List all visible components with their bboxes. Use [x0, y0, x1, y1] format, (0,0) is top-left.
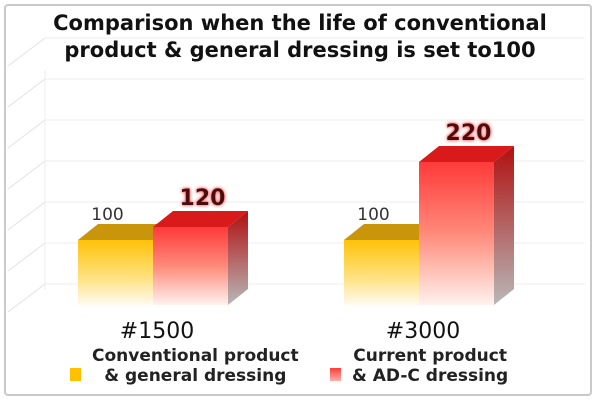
gridline-left: [7, 78, 46, 108]
legend-label-current-line-1: Current product: [353, 346, 507, 366]
bars-group: [78, 146, 514, 305]
data-label: 120: [180, 186, 226, 211]
legend-swatch-current: [330, 368, 341, 381]
data-label: 100: [91, 205, 123, 225]
bar-side: [494, 146, 514, 305]
bar: [344, 240, 419, 305]
legend-label-current: Current product & AD-C dressing: [352, 346, 508, 386]
legend-label-conventional-line-2: & general dressing: [104, 366, 287, 386]
bar-top: [344, 224, 439, 240]
labels-group: 100 120 #1500 100 220 #3000: [91, 121, 491, 344]
bar-side: [228, 211, 248, 305]
chart-title-line-1: Comparison when the life of conventional: [53, 11, 547, 35]
gridline-left: [7, 119, 46, 149]
bar-top: [78, 224, 173, 240]
chart-title: Comparison when the life of conventional…: [0, 10, 600, 64]
bar: [419, 162, 494, 305]
gridline-left: [7, 37, 46, 67]
legend-swatch-conventional: [70, 368, 81, 381]
gridline-left: [7, 242, 46, 272]
data-label: 100: [357, 205, 389, 225]
bar: [153, 227, 228, 305]
x-tick-label: #3000: [386, 319, 460, 344]
data-label: 220: [446, 121, 492, 146]
gridline-left: [7, 201, 46, 231]
legend-label-conventional-line-1: Conventional product: [92, 346, 299, 366]
x-tick-label: #1500: [120, 319, 194, 344]
gridline-left: [7, 160, 46, 190]
bar-top: [419, 146, 514, 162]
legend-label-conventional: Conventional product & general dressing: [92, 346, 299, 386]
chart-title-line-2: product & general dressing is set to100: [64, 38, 536, 62]
bar: [78, 240, 153, 305]
bar-top: [153, 211, 248, 227]
gridline-left: [7, 283, 46, 313]
legend-label-current-line-2: & AD-C dressing: [352, 366, 509, 386]
